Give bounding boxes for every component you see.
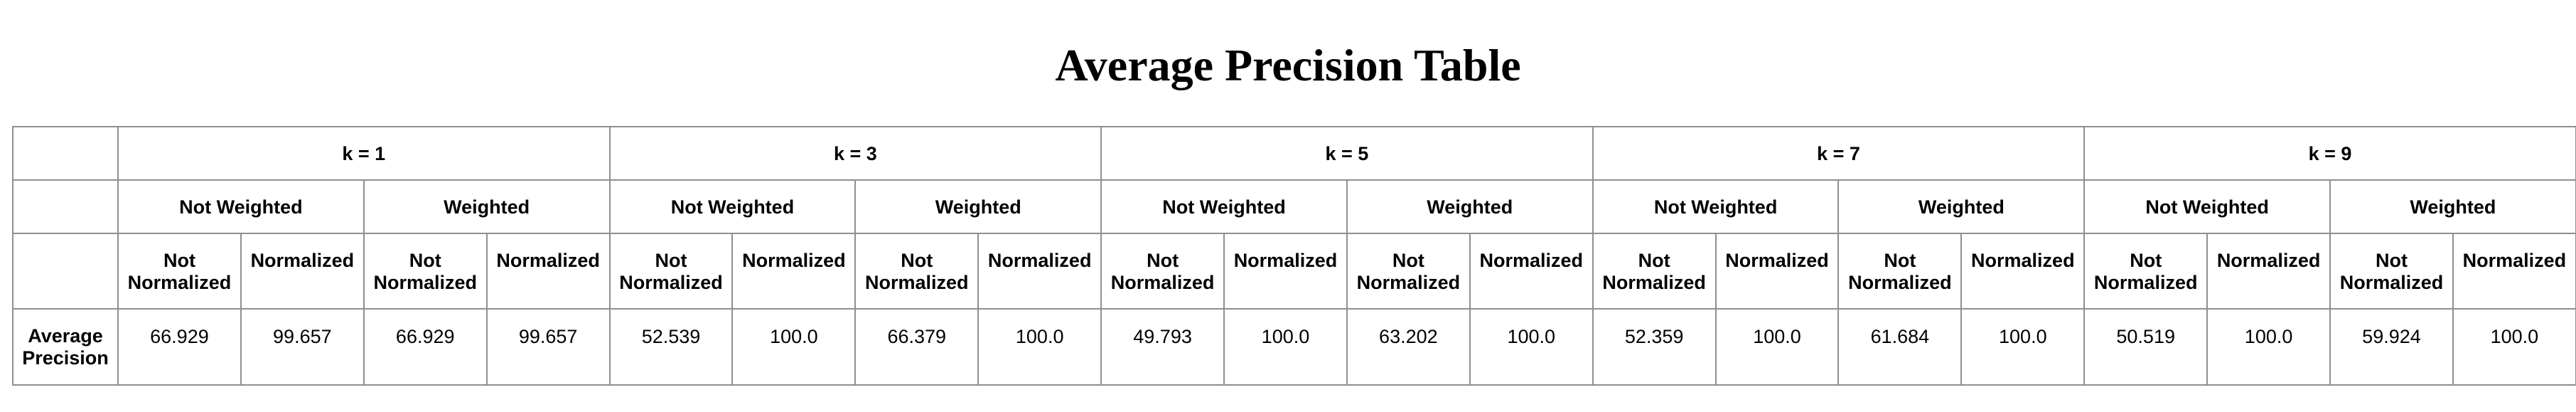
k-header: k = 7	[1592, 126, 2086, 181]
precision-value-cell: 50.519	[2083, 308, 2209, 386]
normalization-header: Normalized	[1960, 233, 2086, 310]
precision-value-cell: 59.924	[2329, 308, 2454, 386]
precision-value-cell: 100.0	[977, 308, 1102, 386]
normalization-header: Not Normalized	[363, 233, 488, 310]
normalization-header: Not Normalized	[1100, 233, 1225, 310]
weight-header: Weighted	[1837, 179, 2086, 234]
k-header: k = 5	[1100, 126, 1594, 181]
normalization-header: Not Normalized	[1837, 233, 1963, 310]
k-header: k = 1	[117, 126, 611, 181]
precision-value-cell: 52.539	[608, 308, 734, 386]
corner-cell	[12, 179, 119, 234]
row-label: Average Precision	[12, 308, 119, 386]
precision-value-cell: 66.929	[117, 308, 242, 386]
precision-value-cell: 52.359	[1592, 308, 1717, 386]
normalization-header: Not Normalized	[117, 233, 242, 310]
average-precision-row: Average Precision 66.929 99.657 66.929 99.6…	[12, 308, 2576, 386]
normalization-header: Not Normalized	[608, 233, 734, 310]
precision-value-cell: 100.0	[1714, 308, 1840, 386]
weight-header: Not Weighted	[2083, 179, 2331, 234]
precision-value-cell: 49.793	[1100, 308, 1225, 386]
normalization-header: Normalized	[731, 233, 857, 310]
precision-value-cell: 66.379	[854, 308, 980, 386]
normalization-header: Normalized	[2206, 233, 2331, 310]
precision-value-cell: 63.202	[1346, 308, 1471, 386]
normalization-header: Normalized	[1223, 233, 1348, 310]
normalization-header: Not Normalized	[2083, 233, 2209, 310]
normalization-header: Normalized	[1469, 233, 1594, 310]
precision-value-cell: 61.684	[1837, 308, 1963, 386]
normalization-header: Normalized	[2452, 233, 2576, 310]
normalization-header: Not Normalized	[854, 233, 980, 310]
weight-header: Weighted	[2329, 179, 2576, 234]
normalization-header: Not Normalized	[2329, 233, 2454, 310]
normalization-header: Not Normalized	[1346, 233, 1471, 310]
corner-cell	[12, 233, 119, 310]
normalization-header: Normalized	[485, 233, 611, 310]
corner-cell	[12, 126, 119, 181]
precision-value-cell: 99.657	[485, 308, 611, 386]
normalization-header-row: Not Normalized Normalized Not Normalized No…	[12, 233, 2576, 310]
precision-value-cell: 66.929	[363, 308, 488, 386]
weight-header: Not Weighted	[1100, 179, 1348, 234]
precision-value-cell: 100.0	[1469, 308, 1594, 386]
k-header: k = 3	[608, 126, 1102, 181]
k-header: k = 9	[2083, 126, 2576, 181]
precision-value-cell: 100.0	[1223, 308, 1348, 386]
weight-header: Weighted	[1346, 179, 1594, 234]
weight-header: Weighted	[363, 179, 611, 234]
precision-value-cell: 99.657	[240, 308, 365, 386]
weight-header: Weighted	[854, 179, 1102, 234]
normalization-header: Not Normalized	[1592, 233, 1717, 310]
precision-value-cell: 100.0	[1960, 308, 2086, 386]
precision-value-cell: 100.0	[731, 308, 857, 386]
page-title: Average Precision Table	[1055, 40, 1521, 90]
precision-value-cell: 100.0	[2206, 308, 2331, 386]
weight-header: Not Weighted	[117, 179, 365, 234]
normalization-header: Normalized	[1714, 233, 1840, 310]
precision-value-cell: 100.0	[2452, 308, 2576, 386]
weight-header-row: Not Weighted Weighted Not Weighted Weighted…	[12, 179, 2576, 234]
weight-header: Not Weighted	[1592, 179, 1840, 234]
normalization-header: Normalized	[240, 233, 365, 310]
normalization-header: Normalized	[977, 233, 1102, 310]
weight-header: Not Weighted	[608, 179, 857, 234]
